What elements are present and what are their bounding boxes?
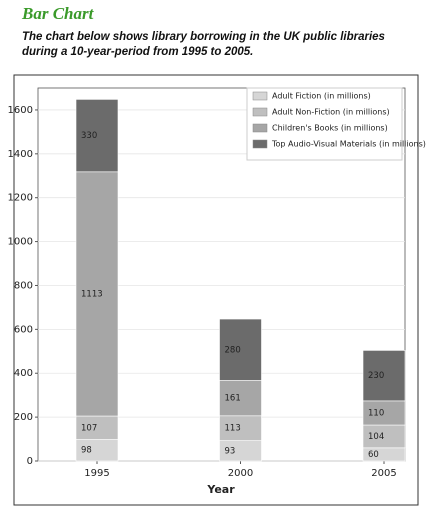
y-tick-label: 400 bbox=[14, 368, 33, 379]
data-label: 161 bbox=[225, 394, 241, 404]
x-tick-label: 2005 bbox=[371, 468, 396, 479]
legend-swatch bbox=[252, 107, 268, 117]
bar-segment bbox=[75, 99, 119, 173]
x-tick-label: 2000 bbox=[228, 468, 253, 479]
bar-segment bbox=[362, 400, 406, 426]
bar-segment bbox=[219, 415, 262, 441]
subtitle-line: during a 10-year-period from 1995 to 200… bbox=[22, 46, 254, 58]
data-label: 330 bbox=[81, 131, 97, 141]
bar-segment bbox=[219, 380, 262, 417]
bar-segment bbox=[75, 171, 119, 417]
page-title: Bar Chart bbox=[22, 4, 94, 23]
legend-label: Children's Books (in millions) bbox=[272, 124, 388, 133]
y-tick-label: 1200 bbox=[8, 193, 33, 204]
chart-frame bbox=[13, 74, 419, 506]
legend-box bbox=[246, 87, 403, 161]
y-tick-label: 200 bbox=[14, 412, 33, 423]
legend-swatch bbox=[252, 91, 268, 101]
data-label: 107 bbox=[81, 423, 97, 433]
data-label: 60 bbox=[368, 450, 379, 460]
data-label: 113 bbox=[225, 424, 241, 434]
legend-label: Top Audio-Visual Materials (in millions) bbox=[271, 140, 426, 149]
data-label: 1113 bbox=[81, 289, 103, 299]
bar-segment bbox=[362, 350, 406, 402]
subtitle-line: The chart below shows library borrowing … bbox=[22, 31, 385, 43]
data-label: 230 bbox=[368, 371, 384, 381]
legend-label: Adult Fiction (in millions) bbox=[272, 92, 371, 101]
y-tick-label: 1000 bbox=[8, 237, 33, 248]
y-tick-label: 1600 bbox=[8, 105, 33, 116]
data-label: 110 bbox=[368, 408, 384, 418]
x-tick-label: 1995 bbox=[84, 468, 109, 479]
legend-label: Adult Non-Fiction (in millions) bbox=[272, 108, 390, 117]
y-tick-label: 1400 bbox=[8, 149, 33, 160]
legend-swatch bbox=[252, 139, 268, 149]
legend-swatch bbox=[252, 123, 268, 133]
data-label: 93 bbox=[225, 446, 236, 456]
bar-segment bbox=[219, 318, 262, 381]
y-tick-label: 0 bbox=[27, 456, 33, 467]
y-tick-label: 600 bbox=[14, 324, 33, 335]
data-label: 98 bbox=[81, 446, 92, 456]
data-label: 104 bbox=[368, 432, 384, 442]
data-label: 280 bbox=[225, 345, 241, 355]
x-axis-label: Year bbox=[206, 483, 235, 496]
y-tick-label: 800 bbox=[14, 280, 33, 291]
